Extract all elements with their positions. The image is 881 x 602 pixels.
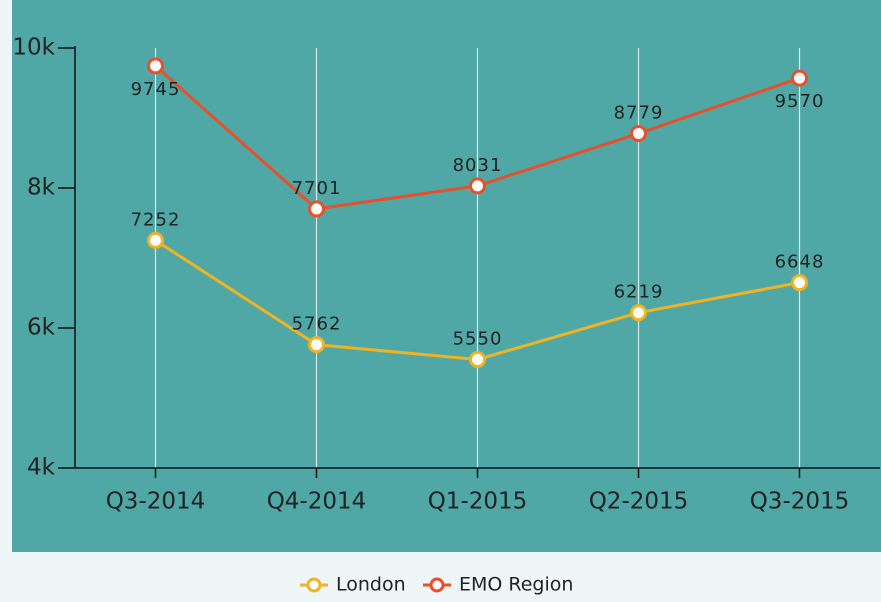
legend-label: London — [336, 574, 406, 596]
y-tick-label: 6k — [27, 315, 56, 341]
y-tick-label: 4k — [27, 455, 56, 481]
plot-panel — [12, 0, 881, 552]
legend-label: EMO Region — [459, 574, 573, 596]
data-label: 9570 — [775, 91, 825, 112]
data-point — [469, 177, 486, 195]
x-tick-label: Q3-2015 — [750, 489, 850, 515]
x-tick-label: Q3-2014 — [106, 489, 206, 515]
x-tick-label: Q1-2015 — [428, 489, 528, 515]
data-point — [308, 336, 325, 354]
data-point — [469, 351, 486, 368]
y-tick-label: 8k — [27, 175, 56, 201]
data-label: 8031 — [453, 155, 503, 176]
x-tick-label: Q2-2015 — [589, 489, 689, 515]
x-tick-label: Q4-2014 — [267, 489, 367, 515]
data-point — [791, 69, 808, 87]
data-point — [630, 304, 647, 322]
legend-marker — [306, 577, 322, 593]
data-label: 9745 — [131, 79, 181, 100]
y-tick-label: 10k — [12, 35, 55, 61]
data-label: 6219 — [614, 282, 664, 303]
data-point — [147, 231, 164, 249]
data-point — [630, 124, 647, 142]
legend-marker — [429, 577, 445, 593]
data-label: 7252 — [131, 209, 181, 230]
data-point — [308, 200, 325, 218]
data-label: 5762 — [292, 314, 342, 335]
data-label: 8779 — [614, 102, 664, 123]
data-point — [791, 274, 808, 292]
data-label: 7701 — [292, 178, 342, 199]
data-label: 6648 — [775, 252, 825, 273]
data-label: 5550 — [453, 329, 503, 350]
data-point — [147, 57, 164, 75]
